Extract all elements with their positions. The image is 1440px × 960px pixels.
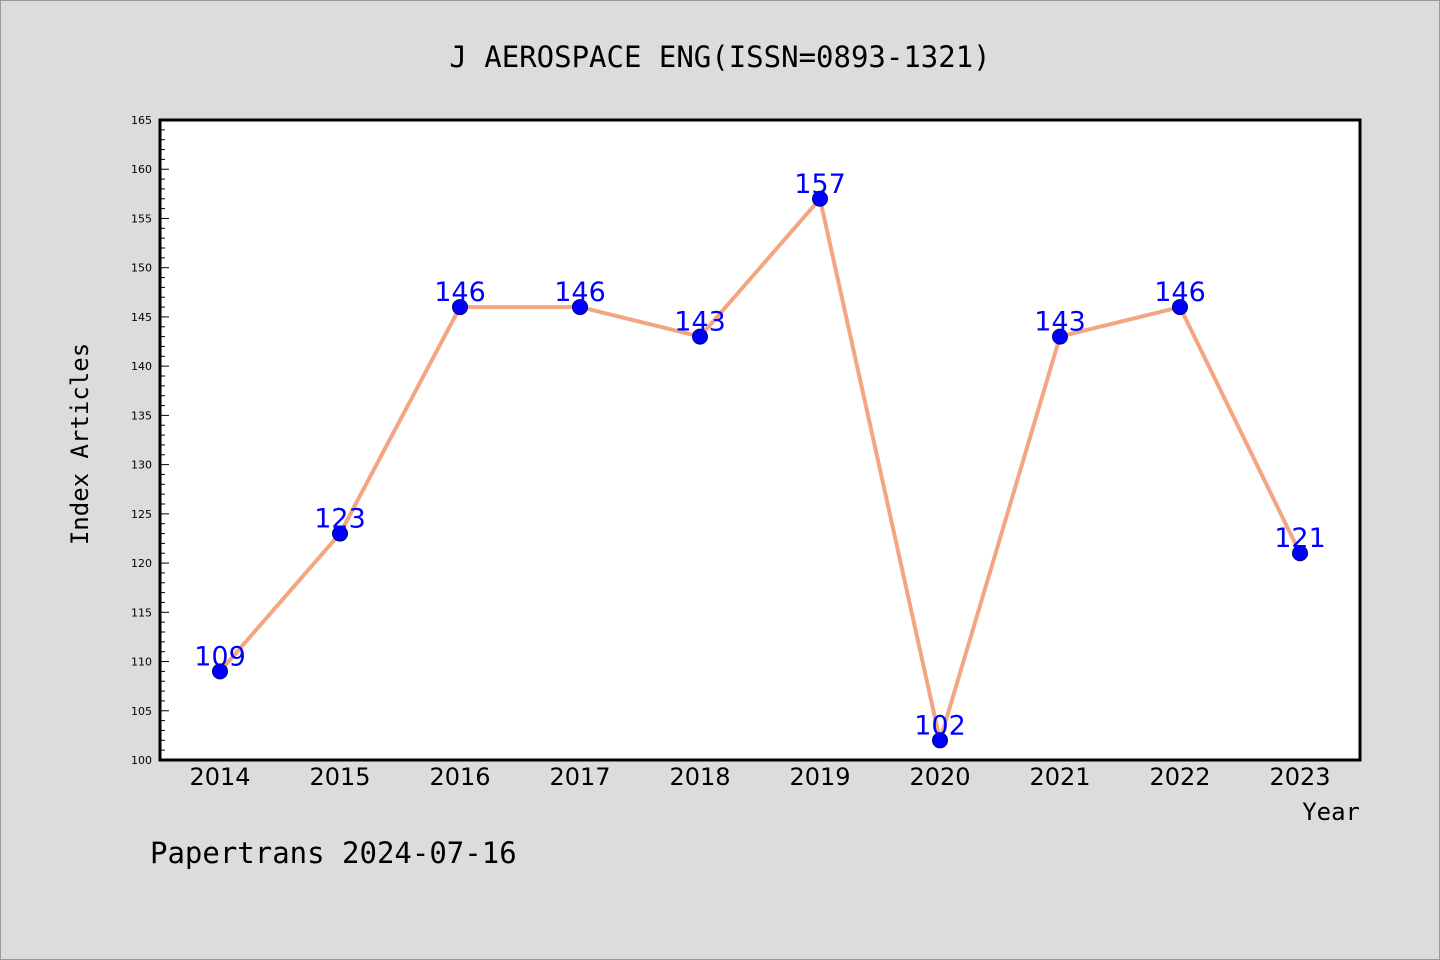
data-point <box>332 525 348 542</box>
y-tick-label: 150 <box>131 262 152 275</box>
y-tick-label: 125 <box>131 508 152 521</box>
x-tick-label: 2015 <box>309 763 370 791</box>
y-tick-label: 130 <box>131 459 152 472</box>
data-label: 109 <box>194 641 246 672</box>
marker-layer <box>212 190 1308 749</box>
series-line-layer <box>218 196 1302 743</box>
data-label: 146 <box>434 277 486 308</box>
x-tick-label: 2018 <box>669 763 730 791</box>
data-label: 143 <box>1034 307 1086 338</box>
x-axis: 2014 2015 2016 2017 2018 2019 2020 2021 2022 2023 <box>189 763 1330 791</box>
x-tick-label: 2017 <box>549 763 610 791</box>
data-point <box>1052 328 1068 345</box>
data-point <box>692 328 708 345</box>
data-point <box>1292 545 1308 562</box>
data-label: 146 <box>1154 277 1206 308</box>
y-tick-label: 120 <box>131 557 152 570</box>
data-point <box>932 732 948 749</box>
data-point <box>572 299 588 316</box>
y-tick-label: 155 <box>131 212 152 225</box>
footer-credit: Papertrans 2024-07-16 <box>150 836 517 870</box>
data-label: 157 <box>794 169 846 200</box>
series-line <box>218 196 1302 743</box>
y-tick-label: 140 <box>131 360 152 373</box>
data-point <box>452 299 468 316</box>
data-label: 102 <box>914 710 966 741</box>
y-tick-label: 115 <box>131 606 152 619</box>
y-tick-label: 160 <box>131 163 152 176</box>
x-axis-label: Year <box>1302 798 1360 826</box>
data-label: 123 <box>314 504 366 535</box>
data-point <box>812 190 828 207</box>
x-tick-label: 2019 <box>789 763 850 791</box>
x-tick-label: 2020 <box>909 763 970 791</box>
y-tick-label: 145 <box>131 311 152 324</box>
data-label: 146 <box>554 277 606 308</box>
data-label-layer: 109 123 146 146 143 157 102 143 146 121 <box>194 169 1326 742</box>
data-label: 143 <box>674 307 726 338</box>
y-tick-label: 135 <box>131 409 152 422</box>
y-tick-label: 100 <box>131 754 152 767</box>
data-point <box>1172 299 1188 316</box>
x-tick-label: 2022 <box>1149 763 1210 791</box>
y-tick-label: 105 <box>131 705 152 718</box>
y-axis-label: Index Articles <box>66 343 94 545</box>
y-axis: 100 105 110 115 120 125 130 135 140 145 150 155 160 1… <box>131 114 169 767</box>
x-tick-label: 2023 <box>1269 763 1330 791</box>
x-tick-label: 2014 <box>189 763 250 791</box>
plot-area <box>158 118 1362 762</box>
y-tick-label: 165 <box>131 114 152 127</box>
x-tick-label: 2021 <box>1029 763 1090 791</box>
data-label: 121 <box>1274 523 1326 554</box>
x-tick-label: 2016 <box>429 763 490 791</box>
data-point <box>212 663 228 680</box>
y-tick-label: 110 <box>131 656 152 669</box>
chart-title: J AEROSPACE ENG(ISSN=0893-1321) <box>449 40 990 74</box>
